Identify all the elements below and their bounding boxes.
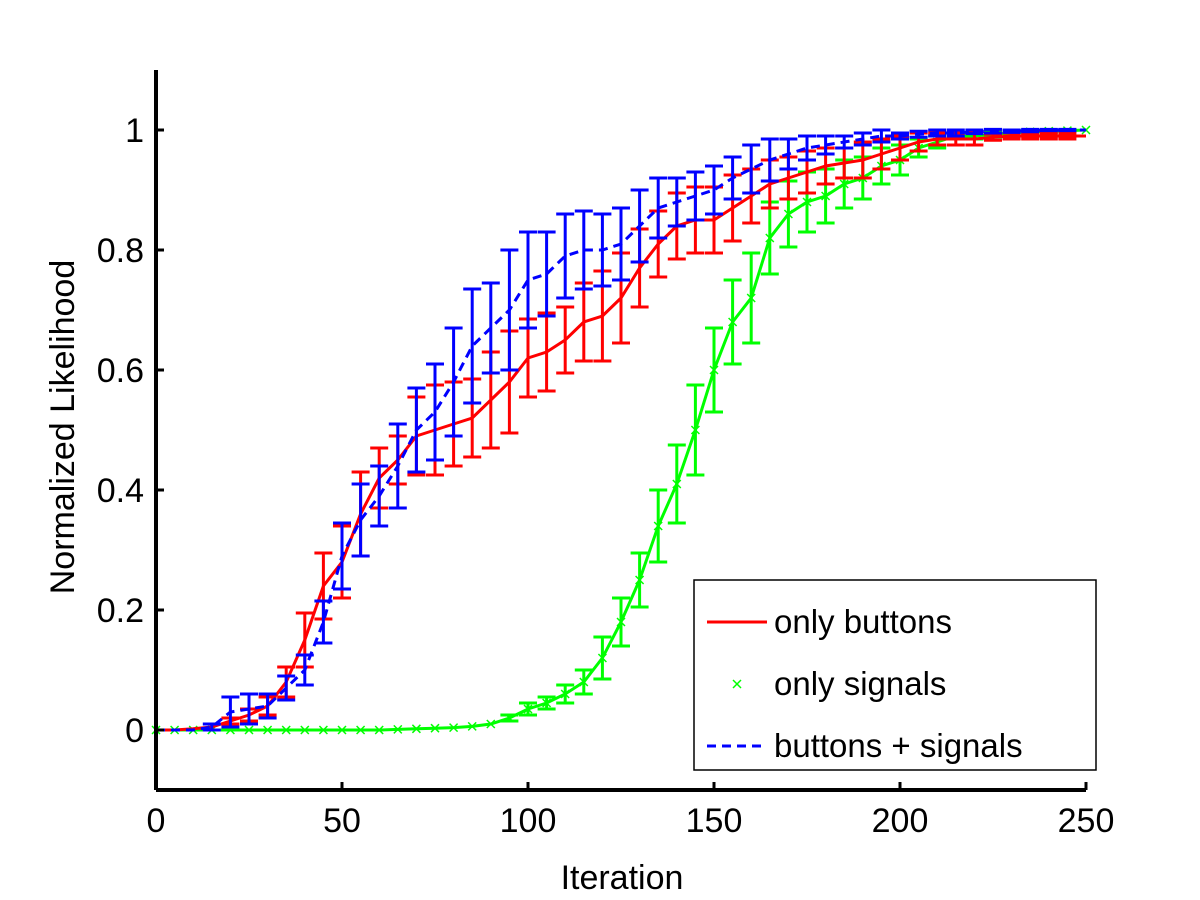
marker-stroke	[318, 725, 328, 735]
marker-stroke	[709, 365, 719, 375]
data-point	[281, 725, 291, 735]
y-tick-label: 0.4	[97, 472, 144, 510]
marker-stroke	[486, 719, 496, 729]
legend-label: only signals	[774, 665, 946, 702]
legend-box	[693, 579, 1097, 771]
marker-stroke	[690, 425, 700, 435]
marker-stroke	[430, 723, 440, 733]
data-point	[765, 233, 775, 243]
data-point	[318, 725, 328, 735]
plot-area	[151, 125, 1091, 735]
data-point	[709, 365, 719, 375]
y-tick-label: 0.8	[97, 232, 144, 270]
data-point	[523, 704, 533, 714]
y-axis-title: Normalized Likelihood	[44, 260, 82, 595]
data-point	[411, 724, 421, 734]
marker-stroke	[616, 617, 626, 627]
marker-stroke	[672, 479, 682, 489]
data-point	[802, 197, 812, 207]
marker-stroke	[374, 725, 384, 735]
data-point	[597, 653, 607, 663]
marker-stroke	[411, 724, 421, 734]
x-tick-label: 250	[1058, 802, 1115, 840]
data-point	[560, 689, 570, 699]
marker-stroke	[821, 191, 831, 201]
marker-stroke	[244, 725, 254, 735]
series-line	[156, 128, 1086, 732]
data-point	[783, 209, 793, 219]
marker-stroke	[653, 521, 663, 531]
marker-stroke	[467, 721, 477, 731]
x-tick-label: 100	[500, 802, 557, 840]
x-axis-title: Iteration	[561, 859, 684, 897]
marker-stroke	[263, 725, 273, 735]
marker-stroke	[839, 179, 849, 189]
legend-label: buttons + signals	[774, 727, 1023, 764]
data-point	[356, 725, 366, 735]
data-point	[653, 521, 663, 531]
legend-swatch	[732, 679, 742, 689]
marker-stroke	[635, 575, 645, 585]
data-point	[504, 713, 514, 723]
y-tick-label: 0.6	[97, 352, 144, 390]
marker-stroke	[281, 725, 291, 735]
legend-label: only buttons	[774, 603, 952, 640]
marker-stroke	[728, 317, 738, 327]
data-point	[430, 723, 440, 733]
legend-item: only signals	[732, 665, 946, 702]
data-point	[542, 698, 552, 708]
data-point	[244, 725, 254, 735]
data-point	[821, 191, 831, 201]
y-tick-label: 0	[125, 712, 144, 750]
data-point	[337, 725, 347, 735]
marker-stroke	[746, 293, 756, 303]
data-point	[486, 719, 496, 729]
series-line	[156, 134, 1086, 732]
legend-item: buttons + signals	[707, 727, 1023, 764]
marker-stroke	[597, 653, 607, 663]
data-point	[449, 723, 459, 733]
data-point	[579, 677, 589, 687]
data-point	[728, 317, 738, 327]
marker-stroke	[523, 704, 533, 714]
data-point	[374, 725, 384, 735]
marker-stroke	[579, 677, 589, 687]
data-point	[616, 617, 626, 627]
x-tick-label: 0	[147, 802, 166, 840]
marker-stroke	[560, 689, 570, 699]
y-tick-label: 0.2	[97, 592, 144, 630]
data-point	[393, 724, 403, 734]
data-point	[300, 725, 310, 735]
y-tick-label: 1	[125, 112, 144, 150]
marker-stroke	[300, 725, 310, 735]
marker-stroke	[393, 724, 403, 734]
data-point	[746, 293, 756, 303]
marker-stroke	[337, 725, 347, 735]
marker-stroke	[765, 233, 775, 243]
data-point	[690, 425, 700, 435]
data-point	[467, 721, 477, 731]
x-tick-label: 50	[323, 802, 361, 840]
marker-stroke	[802, 197, 812, 207]
marker-stroke	[542, 698, 552, 708]
x-tick-label: 200	[872, 802, 929, 840]
data-point	[263, 725, 273, 735]
marker-stroke	[356, 725, 366, 735]
series-buttons-signals	[156, 127, 1086, 732]
x-tick-label: 150	[686, 802, 743, 840]
marker-stroke	[449, 723, 459, 733]
legend: only buttons only signals buttons + signal…	[693, 579, 1097, 771]
marker-stroke	[504, 713, 514, 723]
axes: 0 50 100 150 200 250 0 0.2 0.4 0.6 0.8 1	[97, 70, 1115, 840]
legend-item: only buttons	[707, 603, 952, 640]
data-point	[839, 179, 849, 189]
marker-stroke	[783, 209, 793, 219]
data-point	[672, 479, 682, 489]
data-point	[635, 575, 645, 585]
